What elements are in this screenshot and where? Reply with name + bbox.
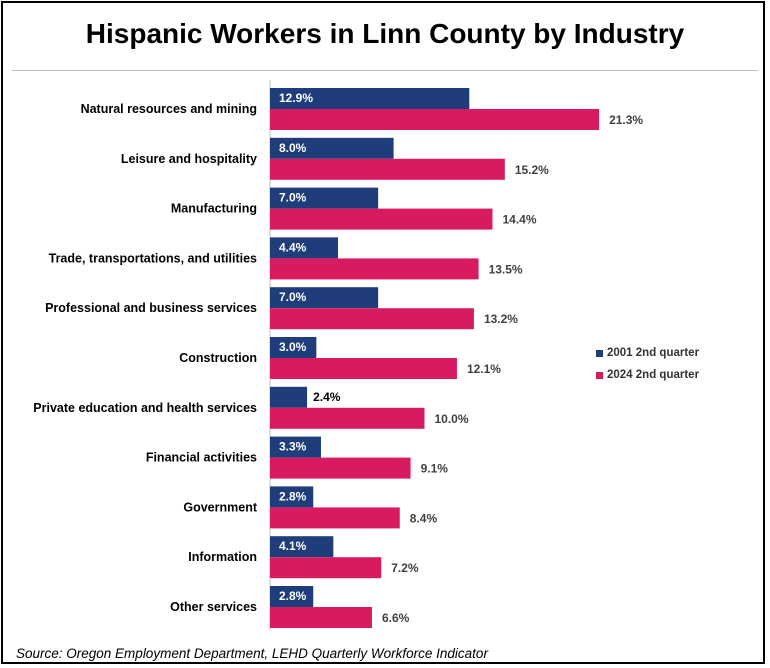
data-label-2001: 2.4% <box>313 390 341 404</box>
bar-2001 <box>270 386 308 408</box>
data-label-2024: 12.1% <box>467 362 501 376</box>
bar-2024 <box>270 407 425 429</box>
bar-2024 <box>270 507 400 529</box>
data-label-2024: 6.6% <box>382 611 410 625</box>
bar-2024 <box>270 158 505 180</box>
bar-2001 <box>270 287 379 309</box>
data-label-2024: 10.0% <box>435 412 469 426</box>
data-label-2001: 3.3% <box>279 440 307 454</box>
bar-2001 <box>270 586 314 607</box>
data-label-2001: 7.0% <box>279 290 307 304</box>
category-label: Financial activities <box>146 451 257 465</box>
bar-2001 <box>270 337 317 358</box>
bar-2024 <box>270 258 479 280</box>
data-label-2024: 8.4% <box>410 511 438 525</box>
data-label-2001: 8.0% <box>279 141 307 155</box>
bar-2024 <box>270 358 457 379</box>
bar-2001 <box>270 88 470 109</box>
data-label-2024: 13.2% <box>484 312 518 326</box>
legend-swatch-2001 <box>596 349 603 357</box>
data-label-2001: 7.0% <box>279 191 307 205</box>
data-label-2024: 15.2% <box>515 163 549 177</box>
data-label-2024: 21.3% <box>609 113 643 127</box>
legend: 2001 2nd quarter 2024 2nd quarter <box>596 342 699 386</box>
category-label: Information <box>188 550 257 564</box>
data-label-2001: 3.0% <box>279 340 307 354</box>
data-label-2001: 4.1% <box>279 539 307 553</box>
category-label: Leisure and hospitality <box>121 152 257 166</box>
bar-2024 <box>270 557 382 579</box>
bar-2001 <box>270 536 334 558</box>
bar-2024 <box>270 607 372 628</box>
title-divider <box>12 70 758 71</box>
bar-2024 <box>270 208 493 230</box>
chart-title: Hispanic Workers in Linn County by Indus… <box>85 18 685 49</box>
data-label-2001: 12.9% <box>279 91 313 105</box>
bar-2024 <box>270 457 411 479</box>
bar-2024 <box>270 109 600 130</box>
legend-label-2024: 2024 2nd quarter <box>607 369 700 381</box>
data-label-2024: 9.1% <box>421 462 449 476</box>
bar-2001 <box>270 486 314 508</box>
bar-2001 <box>270 237 338 259</box>
category-label: Professional and business services <box>45 301 257 315</box>
data-label-2024: 7.2% <box>391 561 419 575</box>
bar-2001 <box>270 137 394 159</box>
data-label-2024: 13.5% <box>489 262 523 276</box>
bar-2024 <box>270 308 474 330</box>
data-label-2001: 2.8% <box>279 589 307 603</box>
category-label: Other services <box>170 600 257 614</box>
category-label: Construction <box>179 351 257 365</box>
data-label-2001: 2.8% <box>279 489 307 503</box>
category-label: Private education and health services <box>33 401 257 415</box>
legend-swatch-2024 <box>596 371 603 379</box>
legend-item-2024: 2024 2nd quarter <box>596 364 699 386</box>
bar-2001 <box>270 436 321 458</box>
data-label-2001: 4.4% <box>279 240 307 254</box>
source-note: Source: Oregon Employment Department, LE… <box>16 646 488 661</box>
legend-item-2001: 2001 2nd quarter <box>596 342 699 364</box>
data-label-2024: 14.4% <box>502 213 536 227</box>
category-label: Government <box>183 500 257 514</box>
category-label: Trade, transportations, and utilities <box>49 251 257 265</box>
legend-label-2001: 2001 2nd quarter <box>607 347 700 359</box>
category-label: Manufacturing <box>171 202 257 216</box>
bar-2001 <box>270 187 379 209</box>
category-label: Natural resources and mining <box>81 102 257 116</box>
